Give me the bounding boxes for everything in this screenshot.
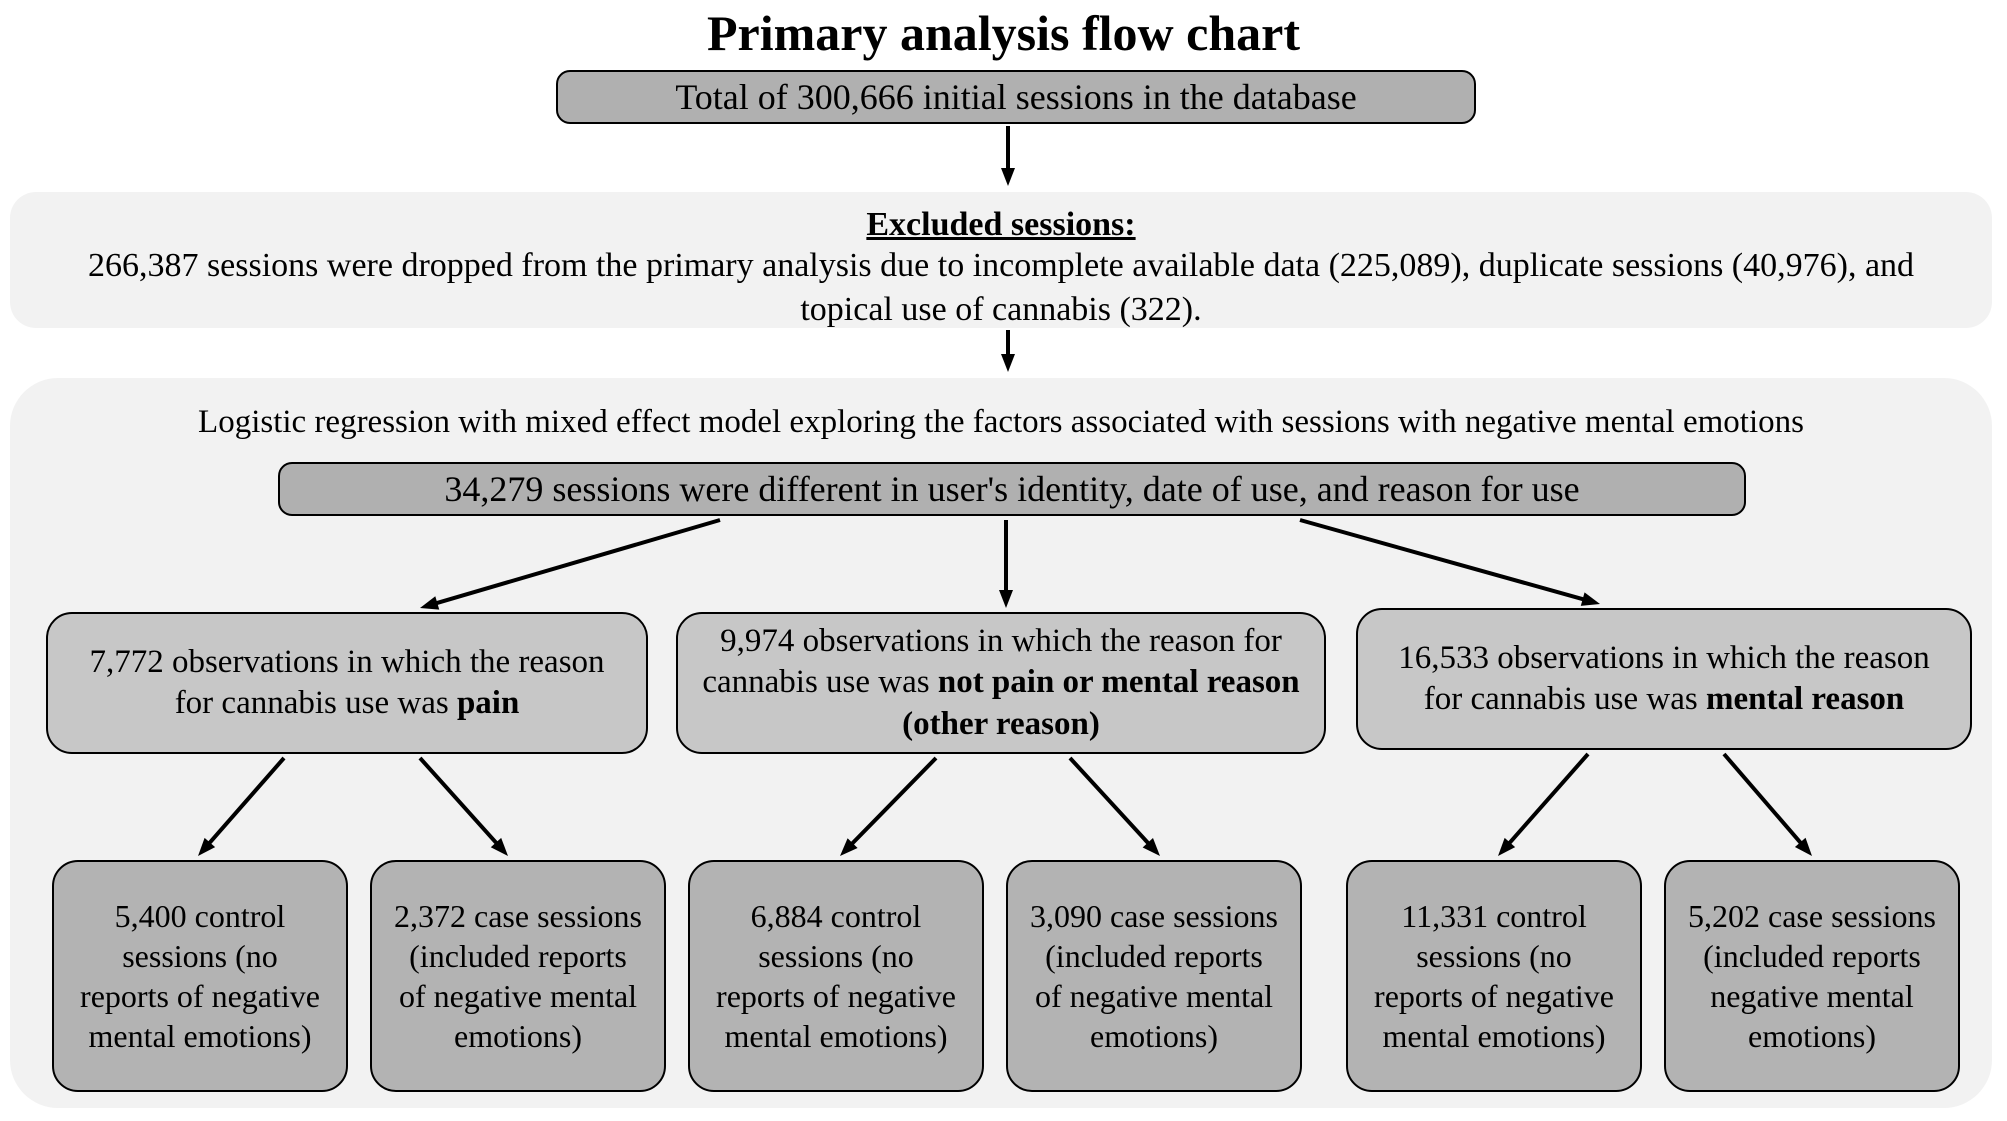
leaf-text: 6,884 control sessions (no reports of ne… [712,896,960,1056]
leaf-pain-case: 2,372 case sessions (included reports of… [370,860,666,1092]
excluded-body: 266,387 sessions were dropped from the p… [38,244,1964,332]
leaf-text: 5,400 control sessions (no reports of ne… [76,896,324,1056]
total-sessions-box: Total of 300,666 initial sessions in the… [556,70,1476,124]
analysis-intro: Logistic regression with mixed effect mo… [40,404,1962,441]
leaf-mental-case: 5,202 case sessions (included reports ne… [1664,860,1960,1092]
leaf-other-control: 6,884 control sessions (no reports of ne… [688,860,984,1092]
excluded-panel: Excluded sessions: 266,387 sessions were… [10,192,1992,328]
chart-title: Primary analysis flow chart [0,0,2007,64]
mid-box-text: 7,772 observations in which the reason f… [70,642,624,725]
leaf-text: 3,090 case sessions (included reports of… [1030,896,1278,1056]
leaf-text: 5,202 case sessions (included reports ne… [1688,896,1936,1056]
mid-box-mental: 16,533 observations in which the reason … [1356,608,1972,750]
mid-pre: 7,772 observations in which the reason f… [89,644,604,721]
mid-box-other: 9,974 observations in which the reason f… [676,612,1326,754]
sessions-pill: 34,279 sessions were different in user's… [278,462,1746,516]
mid-bold: pain [457,685,519,721]
mid-box-pain: 7,772 observations in which the reason f… [46,612,648,754]
leaf-other-case: 3,090 case sessions (included reports of… [1006,860,1302,1092]
leaf-text: 11,331 control sessions (no reports of n… [1370,896,1618,1056]
excluded-header: Excluded sessions: [38,206,1964,244]
leaf-pain-control: 5,400 control sessions (no reports of ne… [52,860,348,1092]
mid-bold: mental reason [1706,681,1904,717]
mid-box-text: 16,533 observations in which the reason … [1380,638,1948,721]
sessions-pill-text: 34,279 sessions were different in user's… [444,468,1579,510]
mid-bold: not pain or mental reason (other reason) [902,664,1300,741]
leaf-mental-control: 11,331 control sessions (no reports of n… [1346,860,1642,1092]
mid-box-text: 9,974 observations in which the reason f… [700,621,1302,745]
leaf-text: 2,372 case sessions (included reports of… [394,896,642,1056]
total-sessions-text: Total of 300,666 initial sessions in the… [675,76,1356,118]
